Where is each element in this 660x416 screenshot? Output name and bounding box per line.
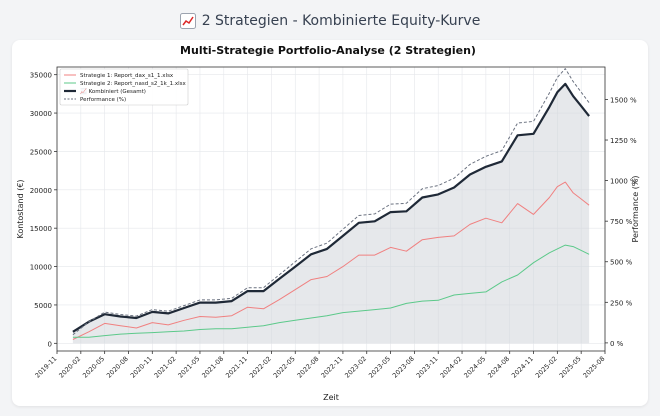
y-tick-label: 20000 (30, 187, 52, 195)
x-tick-label: 2024-11 (510, 355, 535, 380)
y2-tick-label: 1250 % (610, 137, 637, 145)
legend-box (59, 68, 189, 106)
page-header: 2 Strategien - Kombinierte Equity-Kurve (0, 8, 660, 34)
x-tick-label: 2022-02 (248, 355, 273, 380)
x-tick-label: 2021-02 (153, 355, 178, 380)
x-tick-label: 2020-05 (81, 355, 106, 380)
series-line-2 (72, 244, 590, 338)
y-tick-label: 15000 (30, 225, 52, 233)
chart-card: Multi-Strategie Portfolio-Analyse (2 Str… (12, 40, 648, 406)
plot-frame (56, 66, 606, 352)
x-tick-label: 2024-05 (462, 355, 487, 380)
x-tick-label: 2024-08 (486, 355, 511, 380)
x-tick-label: 2021-08 (200, 355, 225, 380)
equity-chart: Multi-Strategie Portfolio-Analyse (2 Str… (16, 44, 640, 402)
page-title: 2 Strategien - Kombinierte Equity-Kurve (201, 13, 481, 29)
x-tick-label: 2022-05 (272, 355, 297, 380)
legend-entry: 📈 Kombiniert (Gesamt) (80, 88, 146, 95)
x-tick-label: 2023-11 (415, 355, 440, 380)
x-tick-label: 2023-08 (391, 355, 416, 380)
x-tick-label: 2020-11 (129, 355, 154, 380)
y-axis-label: Kontostand (€) (16, 179, 25, 238)
x-tick-label: 2024-02 (439, 355, 464, 380)
y2-tick-label: 1000 % (610, 178, 637, 186)
legend-entry: Strategie 1: Report_dax_s1_1.xlsx (80, 73, 174, 79)
x-tick-label: 2020-08 (105, 355, 130, 380)
x-tick-label: 2023-02 (343, 355, 368, 380)
series-line-1 (72, 181, 590, 340)
y2-axis-label: Performance (%) (631, 175, 640, 242)
y-tick-label: 35000 (30, 72, 52, 80)
series-line-4 (72, 68, 590, 336)
y-tick-label: 5000 (34, 302, 52, 310)
y-tick-label: 25000 (30, 148, 52, 156)
y2-tick-label: 250 % (610, 299, 633, 307)
y-tick-label: 0 (48, 340, 52, 348)
combined-fill-area (72, 83, 590, 344)
y2-tick-label: 0 % (610, 340, 624, 348)
x-tick-label: 2021-11 (224, 355, 249, 380)
x-axis-label: Zeit (323, 393, 339, 402)
legend-entry: Performance (%) (80, 97, 126, 103)
y-tick-label: 10000 (30, 264, 52, 272)
x-tick-label: 2023-05 (367, 355, 392, 380)
y2-tick-label: 500 % (610, 259, 633, 267)
y2-tick-label: 750 % (610, 218, 633, 226)
x-tick-label: 2022-08 (296, 355, 321, 380)
y-tick-label: 30000 (30, 110, 52, 118)
y2-tick-label: 1500 % (610, 96, 637, 104)
series-line-3 (72, 82, 590, 333)
x-tick-label: 2025-08 (582, 355, 607, 380)
chart-increasing-icon (179, 13, 196, 29)
legend-entry: Strategie 2: Report_nasd_s2_1k_1.xlsx (80, 81, 186, 87)
x-tick-label: 2022-11 (319, 355, 344, 380)
x-tick-label: 2025-05 (558, 355, 583, 380)
x-tick-label: 2021-05 (177, 355, 202, 380)
chart-title: Multi-Strategie Portfolio-Analyse (2 Str… (180, 44, 476, 57)
x-tick-label: 2025-02 (534, 355, 559, 380)
x-tick-label: 2020-02 (57, 355, 82, 380)
x-tick-label: 2019-11 (34, 355, 59, 380)
